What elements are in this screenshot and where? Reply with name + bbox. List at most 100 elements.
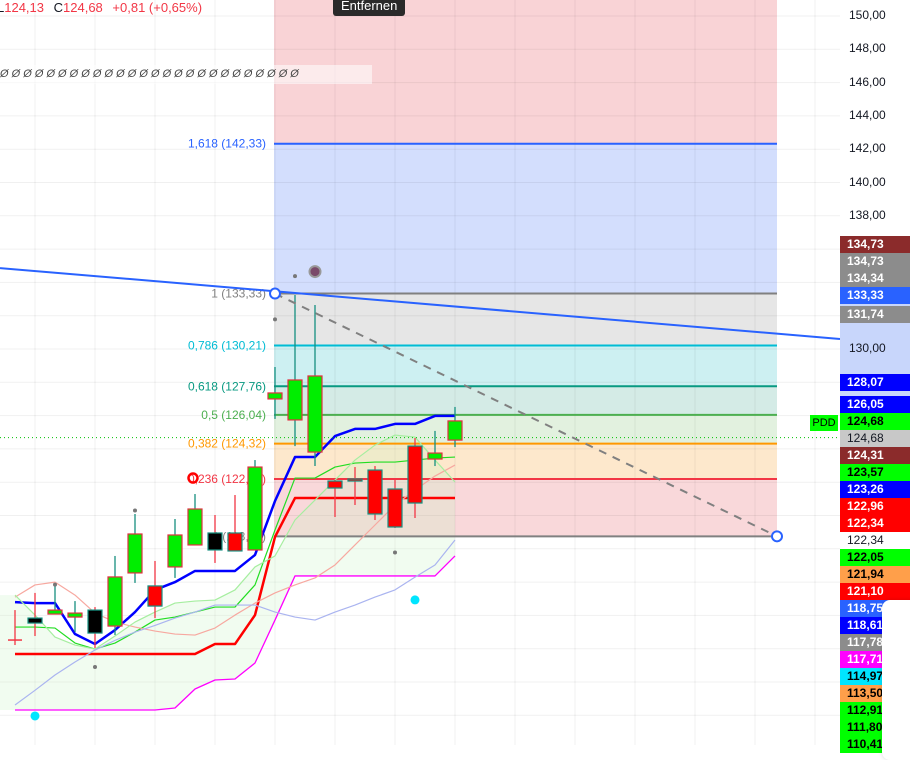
close-value: 124,68 (63, 0, 103, 15)
candle-body (87, 609, 103, 634)
candle (287, 295, 303, 447)
price-tag: 134,73 (840, 236, 910, 253)
axis-tick-label: 138,00 (849, 207, 886, 222)
candle-body (147, 585, 163, 607)
remove-tooltip[interactable]: Entfernen (333, 0, 406, 16)
candle-body (27, 617, 43, 624)
candle-body (167, 534, 183, 568)
candle-body (247, 466, 263, 551)
fib-zone (274, 143, 777, 294)
price-tag: 123,26 (840, 481, 910, 498)
fib-level-label: 1,618 (142,33) (188, 137, 266, 151)
price-tag: 122,96 (840, 498, 910, 515)
price-tag: 134,34 (840, 270, 910, 287)
price-tag: 128,07 (840, 374, 910, 391)
candle-body (367, 469, 383, 515)
axis-tick-label: 130,00 (849, 341, 886, 355)
fib-zone (274, 293, 777, 346)
candle-body (307, 375, 323, 453)
gray-dot-marker (93, 665, 97, 670)
axis-tick-label: 142,00 (849, 141, 886, 156)
candle (187, 494, 203, 546)
price-tag: 124,68 (840, 413, 910, 430)
price-tag: 121,94 (840, 566, 910, 583)
indicator-line (14, 434, 456, 650)
fib-zone (274, 386, 777, 415)
price-tag: 133,33 (840, 287, 910, 304)
candle-body (227, 532, 243, 552)
fib-zone (274, 414, 777, 444)
price-tag: 122,34 (840, 532, 910, 549)
fib-level-label: 0,5 (126,04) (201, 408, 266, 422)
candle (127, 514, 143, 583)
candle (347, 467, 363, 506)
candle (47, 585, 63, 615)
axis-tick-label: 144,00 (849, 107, 886, 122)
candle (407, 438, 423, 518)
cyan-dot-marker (30, 711, 40, 721)
candle-body (407, 445, 423, 504)
candle (67, 601, 83, 633)
cyan-dot-marker (410, 595, 420, 605)
candle (427, 430, 443, 467)
gray-dot-marker (133, 508, 137, 513)
candle (307, 305, 323, 467)
axis-tick-label: 148,00 (849, 41, 886, 56)
price-tag: 122,34 (840, 515, 910, 532)
fib-level-label: 0,382 (124,32) (188, 437, 266, 451)
indicator-value-row: Ø Ø Ø Ø Ø Ø Ø Ø Ø Ø Ø Ø Ø Ø Ø Ø Ø Ø Ø Ø … (0, 65, 372, 84)
candle-body (187, 508, 203, 546)
fib-zone (274, 479, 777, 537)
price-tag: 123,57 (840, 464, 910, 481)
close-label: C (53, 0, 64, 15)
candle (447, 406, 463, 448)
candle (147, 560, 163, 619)
candle-body (427, 452, 443, 460)
candle-body (107, 576, 123, 627)
low-value: 124,13 (4, 0, 44, 15)
candle (87, 607, 103, 649)
trend-line (0, 267, 841, 341)
price-tag: 126,05 (840, 396, 910, 413)
projection-line (274, 292, 778, 538)
indicator-line (14, 539, 456, 706)
price-tag: 134,73 (840, 253, 910, 270)
fib-zone (274, 345, 777, 387)
candle-body (207, 532, 223, 551)
gray-dot-marker (393, 550, 397, 555)
candle (327, 480, 343, 517)
candle (8, 610, 22, 646)
drag-handle (269, 287, 281, 300)
candle-body (287, 379, 303, 421)
axis-tick-label: 146,00 (849, 74, 886, 89)
price-tag: 124,31 (840, 447, 910, 464)
price-tag: 121,10 (840, 583, 910, 600)
candle (387, 480, 403, 528)
candle (227, 495, 243, 552)
price-tag: 124,68 (840, 430, 910, 447)
candle (207, 515, 223, 563)
fib-level-label: 0,786 (130,21) (188, 339, 266, 353)
candle-body (347, 478, 363, 482)
candle-body (47, 609, 63, 615)
candle (27, 592, 43, 637)
candle-body (67, 612, 83, 618)
indicator-line (14, 414, 455, 646)
low-label: L (0, 0, 5, 15)
candle-body (327, 480, 343, 489)
axis-tick-label: 140,00 (849, 174, 886, 189)
price-tag: 131,74 (840, 306, 910, 323)
candle-body (447, 420, 463, 441)
drag-handle (771, 530, 783, 543)
indicator-line (15, 456, 456, 650)
gray-dot-marker (293, 274, 297, 279)
floating-panel[interactable] (882, 600, 910, 760)
candle-body (127, 533, 143, 574)
ohlc-legend: L124,13 C124,68 +0,81 (+0,65%) (0, 0, 208, 15)
indicator-line (15, 555, 456, 711)
candle-body (387, 488, 403, 528)
candle (367, 466, 383, 520)
price-tag: 122,05 (840, 549, 910, 566)
candle (247, 460, 263, 551)
